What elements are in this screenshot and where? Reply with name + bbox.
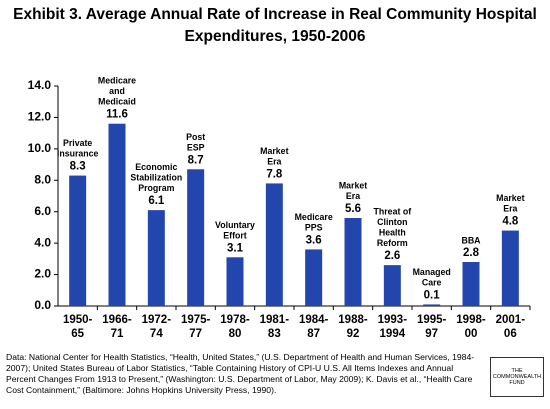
bar <box>265 183 283 306</box>
bar <box>147 210 165 306</box>
logo-text: COMMONWEALTH <box>492 374 542 380</box>
bar <box>501 230 519 306</box>
value-label: 7.8 <box>266 168 283 180</box>
annotation: Economic Stabilization Program <box>130 162 182 193</box>
y-tick-label: 0.0 <box>34 298 51 312</box>
bar <box>383 265 401 306</box>
chart: Exhibit 3. Average Annual Rate of Increa… <box>13 6 537 340</box>
annotation: Managed Care <box>413 267 451 288</box>
x-tick-label: 1995-97 <box>417 314 447 340</box>
annotation: Post ESP <box>186 132 205 153</box>
y-tick-label: 8.0 <box>34 172 51 186</box>
annotation: Medicare and Medicaid <box>98 76 136 107</box>
value-label: 3.6 <box>306 234 322 246</box>
value-label: 2.6 <box>384 250 400 262</box>
bar <box>69 175 87 306</box>
annotation: Market Era <box>496 193 524 214</box>
value-label: 6.1 <box>148 195 165 207</box>
annotation: Market Era <box>339 181 367 202</box>
y-tick-label: 2.0 <box>34 267 51 281</box>
x-tick-label: 1975-77 <box>181 314 211 340</box>
bar <box>462 262 480 306</box>
chart-title: Expenditures, 1950-2006 <box>185 28 366 45</box>
annotation: Voluntary Effort <box>215 220 255 241</box>
annotation: Medicare PPS <box>295 212 333 233</box>
x-tick-label: 1981-83 <box>260 314 290 340</box>
y-tick-label: 10.0 <box>28 141 52 155</box>
x-tick-label: 1993-1994 <box>378 314 408 340</box>
logo-text: FUND <box>509 380 525 386</box>
bar <box>187 169 205 306</box>
bar <box>423 304 441 306</box>
bar <box>226 257 244 306</box>
x-tick-label: 1972-74 <box>142 314 172 340</box>
value-label: 0.1 <box>424 289 441 301</box>
y-tick-label: 12.0 <box>28 110 52 124</box>
y-tick-label: 14.0 <box>28 78 52 92</box>
annotation: BBA <box>461 235 481 245</box>
value-label: 8.3 <box>70 161 86 173</box>
annotation: Threat of Clinton Health Reform <box>374 207 412 249</box>
value-label: 4.8 <box>502 216 519 228</box>
x-tick-label: 1966-71 <box>102 314 132 340</box>
chart-title: Exhibit 3. Average Annual Rate of Increa… <box>13 6 537 23</box>
value-label: 11.6 <box>106 109 128 121</box>
annotation: Private Insurance <box>57 138 99 159</box>
bar <box>305 249 323 306</box>
value-label: 5.6 <box>345 203 361 215</box>
value-label: 8.7 <box>188 154 204 166</box>
x-tick-label: 1978-80 <box>220 314 250 340</box>
x-tick-label: 2001-06 <box>496 314 526 340</box>
logo: THE COMMONWEALTH FUND <box>490 357 544 397</box>
y-tick-label: 6.0 <box>34 204 51 218</box>
y-tick-label: 4.0 <box>34 235 51 249</box>
bar <box>344 218 362 306</box>
logo-text: THE <box>511 368 523 374</box>
source-note: Data: National Center for Health Statist… <box>6 352 475 395</box>
bar <box>108 123 126 306</box>
x-tick-label: 1984-87 <box>299 314 329 340</box>
annotation: Market Era <box>260 146 288 167</box>
x-tick-label: 1950-65 <box>63 314 93 340</box>
x-tick-label: 1988-92 <box>338 314 368 340</box>
value-label: 3.1 <box>227 242 244 254</box>
value-label: 2.8 <box>463 247 480 259</box>
x-tick-label: 1998-00 <box>456 314 486 340</box>
